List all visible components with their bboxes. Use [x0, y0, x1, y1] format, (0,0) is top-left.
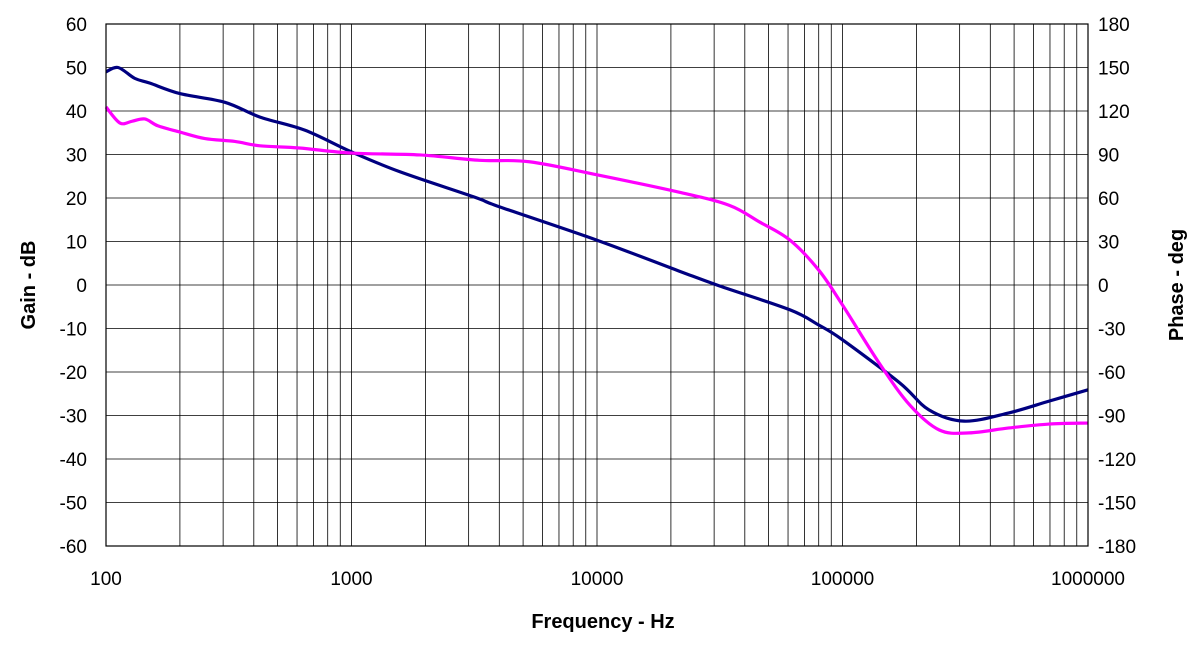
y2-axis-label: Phase - deg	[1166, 229, 1188, 341]
y2-tick-label: -180	[1098, 537, 1136, 558]
x-tick-label: 1000000	[1051, 569, 1125, 590]
y2-tick-label: 0	[1098, 276, 1109, 297]
y-tick-label: 60	[66, 15, 87, 36]
y2-tick-label: 60	[1098, 189, 1119, 210]
y-tick-label: 10	[66, 233, 87, 254]
y2-tick-label: -90	[1098, 407, 1125, 428]
y2-tick-label: -150	[1098, 494, 1136, 515]
gain-series-line	[105, 65, 1089, 423]
plot-border	[105, 23, 1089, 547]
x-tick-label: 10000	[571, 569, 624, 590]
y-tick-label: 0	[76, 276, 87, 297]
y2-tick-label: -30	[1098, 320, 1125, 341]
phase-series-line	[104, 105, 1089, 435]
grid	[105, 23, 1088, 547]
y2-tick-labels: 180 150 120 90 60 30 0 -30 -60 -90 -120 -150 -180	[1098, 15, 1136, 558]
y-tick-label: -50	[60, 494, 87, 515]
series-group	[104, 65, 1089, 435]
y2-tick-label: -60	[1098, 363, 1125, 384]
x-tick-label: 100	[90, 569, 122, 590]
x-tick-label: 1000	[330, 569, 372, 590]
y-tick-label: -30	[60, 407, 87, 428]
y-axis-label: Gain - dB	[18, 241, 40, 330]
y2-tick-label: 180	[1098, 15, 1130, 36]
y2-tick-label: -120	[1098, 450, 1136, 471]
y-tick-label: -20	[60, 363, 87, 384]
y-tick-label: -60	[60, 537, 87, 558]
y-tick-label: 20	[66, 189, 87, 210]
x-axis-label: Frequency - Hz	[531, 611, 674, 633]
y-tick-label: -10	[60, 320, 87, 341]
y2-tick-label: 90	[1098, 146, 1119, 167]
y2-tick-label: 30	[1098, 233, 1119, 254]
y2-tick-label: 120	[1098, 102, 1130, 123]
y-tick-label: -40	[60, 450, 87, 471]
y-tick-label: 30	[66, 146, 87, 167]
y-tick-label: 40	[66, 102, 87, 123]
y-tick-label: 50	[66, 59, 87, 80]
x-tick-label: 100000	[811, 569, 874, 590]
y2-tick-label: 150	[1098, 59, 1130, 80]
y-tick-labels: 60 50 40 30 20 10 0 -10 -20 -30 -40 -50 -60	[60, 15, 87, 558]
x-tick-labels: 100 1000 10000 100000 1000000	[90, 569, 1125, 590]
